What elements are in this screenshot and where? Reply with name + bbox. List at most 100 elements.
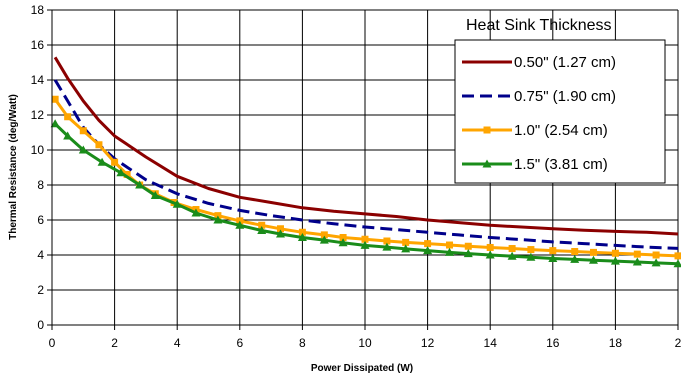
data-point <box>424 240 432 248</box>
legend-marker <box>482 159 492 168</box>
data-point <box>401 244 411 253</box>
legend-item: 0.50" (1.27 cm) <box>462 54 616 71</box>
data-point <box>611 249 619 257</box>
x-tick-label: 18 <box>609 336 623 350</box>
x-tick-label: 16 <box>546 336 560 350</box>
y-tick-label: 8 <box>37 178 44 192</box>
data-point <box>464 242 472 250</box>
series-line <box>53 79 679 250</box>
data-point <box>402 238 410 246</box>
axes <box>47 9 679 330</box>
x-tick-label: 12 <box>421 336 435 350</box>
data-point <box>633 250 641 258</box>
data-point <box>360 240 370 249</box>
series-2 <box>53 79 679 250</box>
legend-marker <box>483 126 491 134</box>
data-point <box>610 256 620 265</box>
y-tick-label: 12 <box>31 108 45 122</box>
data-point <box>64 113 72 121</box>
data-point <box>258 221 266 229</box>
data-point <box>319 235 329 244</box>
data-point <box>570 254 580 263</box>
x-tick-label: 8 <box>299 336 306 350</box>
data-point <box>50 119 60 128</box>
data-point <box>298 228 306 236</box>
legend-title: Heat Sink Thickness <box>466 17 612 34</box>
y-tick-label: 14 <box>31 73 45 87</box>
legend-item: 0.75" (1.90 cm) <box>462 88 616 105</box>
data-point <box>275 229 285 238</box>
data-point <box>632 257 642 266</box>
legend-item: 1.5" (3.81 cm) <box>462 156 608 173</box>
y-tick-label: 10 <box>31 143 45 157</box>
data-point <box>445 247 455 256</box>
data-point <box>123 171 131 178</box>
data-point <box>51 95 59 103</box>
data-point <box>111 158 119 166</box>
series-layer <box>50 56 681 268</box>
data-point <box>651 258 661 267</box>
data-point <box>63 131 73 140</box>
data-point <box>673 259 681 268</box>
data-point <box>382 242 392 251</box>
data-point <box>97 157 107 166</box>
legend-label: 1.0" (2.54 cm) <box>514 122 608 139</box>
data-point <box>423 246 433 255</box>
data-point <box>446 241 454 249</box>
series-4 <box>50 119 681 268</box>
data-point <box>548 254 558 262</box>
data-point <box>339 234 347 241</box>
data-point <box>526 252 536 261</box>
data-point <box>135 180 145 189</box>
data-point <box>78 145 88 154</box>
data-point <box>652 251 660 259</box>
x-tick-label: 2 <box>675 336 681 350</box>
data-point <box>213 215 223 224</box>
y-tick-label: 6 <box>37 213 44 227</box>
x-tick-label: 10 <box>358 336 372 350</box>
data-point <box>172 199 182 208</box>
x-tick-label: 2 <box>111 336 118 350</box>
data-point <box>486 243 494 251</box>
data-point <box>507 251 517 260</box>
y-tick-label: 16 <box>31 38 45 52</box>
data-point <box>95 141 103 149</box>
data-point <box>589 248 597 256</box>
data-point <box>297 233 307 241</box>
data-point <box>508 245 516 253</box>
data-point <box>571 248 579 255</box>
data-point <box>674 252 681 260</box>
y-tick-label: 18 <box>31 3 45 17</box>
data-point <box>338 238 348 247</box>
data-point <box>257 226 267 234</box>
x-tick-label: 14 <box>484 336 498 350</box>
legend-label: 0.50" (1.27 cm) <box>514 54 616 71</box>
legend: Heat Sink Thickness 0.50" (1.27 cm) 0.75"… <box>454 17 666 184</box>
y-axis-title: Thermal Resistance (deg/Watt) <box>8 94 19 240</box>
legend-box <box>454 39 666 184</box>
data-point <box>276 225 284 233</box>
legend-label: 0.75" (1.90 cm) <box>514 88 616 105</box>
data-point <box>463 249 473 258</box>
x-tick-label: 6 <box>236 336 243 350</box>
y-tick-label: 2 <box>37 283 44 297</box>
data-point <box>320 231 328 239</box>
data-point <box>383 237 391 245</box>
data-point <box>191 208 201 217</box>
data-point <box>588 255 598 264</box>
data-point <box>361 235 369 243</box>
data-point <box>150 191 160 199</box>
legend-label: 1.5" (3.81 cm) <box>514 156 608 173</box>
series-1 <box>53 56 679 236</box>
x-tick-label: 0 <box>49 336 56 350</box>
x-axis-title: Power Dissipated (W) <box>311 363 413 374</box>
data-point <box>116 168 126 177</box>
data-point <box>549 247 557 255</box>
tick-labels: 0 2 4 6 8 10 12 14 16 18 0 2 4 6 8 10 12 14 16 18 2 <box>31 3 681 350</box>
y-tick-label: 4 <box>37 248 44 262</box>
data-point <box>527 246 535 254</box>
y-tick-label: 0 <box>37 318 44 332</box>
series-line <box>53 56 679 236</box>
data-point <box>485 250 495 259</box>
